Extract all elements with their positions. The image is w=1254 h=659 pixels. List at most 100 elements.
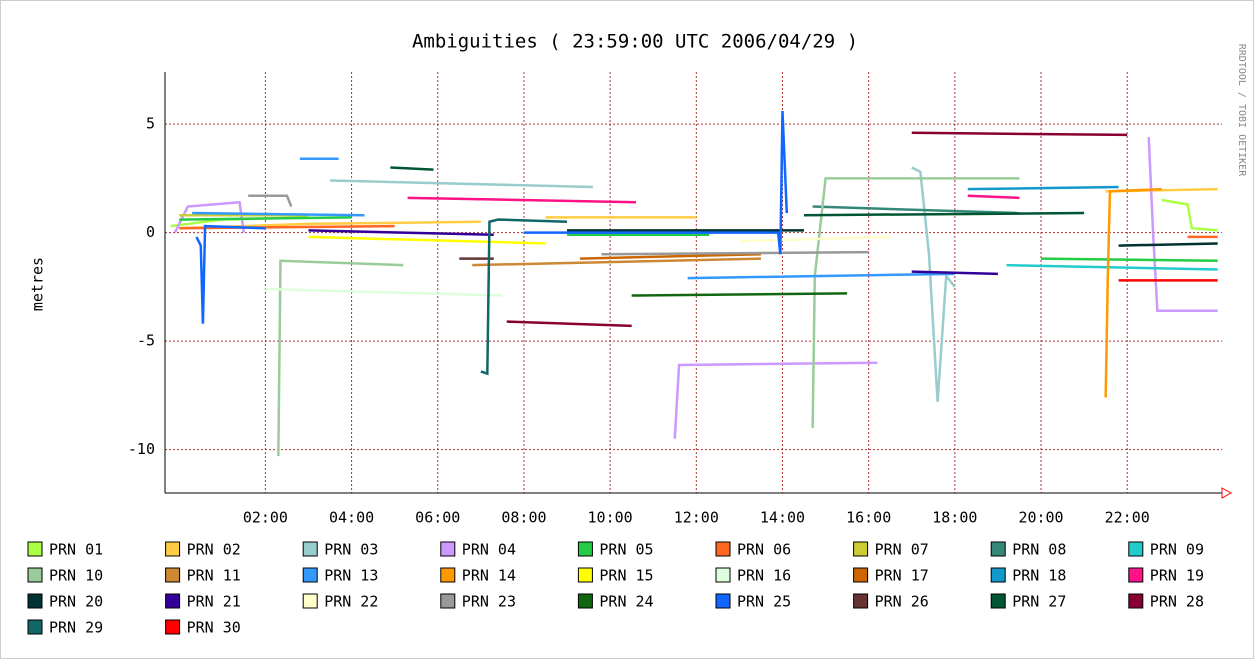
legend-label: PRN 17	[875, 567, 929, 585]
legend-swatch	[440, 567, 456, 583]
series-line	[330, 179, 593, 189]
plot	[170, 111, 1218, 457]
series-line	[739, 235, 891, 243]
legend-swatch	[853, 541, 869, 557]
legend-label: PRN 30	[187, 619, 241, 637]
series-line	[601, 250, 869, 256]
legend-label: PRN 19	[1150, 567, 1204, 585]
legend-label: PRN 07	[875, 541, 929, 559]
legend-label: PRN 27	[1012, 593, 1066, 611]
chart-title: Ambiguities ( 23:59:00 UTC 2006/04/29 )	[412, 31, 858, 53]
axes: 02:00 04:00 06:00 08:00 10:00 12:00 14:00 16:00…	[128, 72, 1233, 527]
legend-label: PRN 10	[49, 567, 103, 585]
x-axis-arrow	[1221, 487, 1233, 499]
legend-label: PRN 13	[324, 567, 378, 585]
series-line	[277, 259, 404, 457]
series-line	[911, 270, 998, 276]
series-line	[911, 131, 1128, 137]
legend-swatch	[853, 567, 869, 583]
legend-label: PRN 29	[49, 619, 103, 637]
y-axis-label: metres	[29, 257, 47, 311]
legend-swatch	[577, 541, 593, 557]
legend-swatch	[27, 567, 43, 583]
legend-swatch	[990, 593, 1006, 609]
series-line	[265, 287, 503, 297]
series-line	[812, 205, 1020, 215]
legend-swatch	[165, 593, 181, 609]
legend-swatch	[27, 593, 43, 609]
legend-label: PRN 18	[1012, 567, 1066, 585]
x-tick-label: 02:00	[243, 509, 288, 527]
series-line	[967, 194, 1020, 200]
series-line	[523, 111, 789, 255]
series-line	[804, 211, 1085, 217]
legend-label: PRN 08	[1012, 541, 1066, 559]
legend-label: PRN 16	[737, 567, 791, 585]
legend-swatch	[302, 541, 318, 557]
x-tick-label: 16:00	[846, 509, 891, 527]
series-line	[308, 235, 546, 245]
legend-swatch	[577, 567, 593, 583]
x-tick-label: 14:00	[760, 509, 805, 527]
series-line	[506, 320, 632, 328]
y-tick-label: -5	[137, 332, 155, 350]
series-line	[579, 253, 761, 260]
series-line	[195, 224, 266, 324]
series-line	[308, 229, 494, 237]
legend-swatch	[853, 593, 869, 609]
legend-label: PRN 02	[187, 541, 241, 559]
series-line	[673, 361, 878, 439]
x-tick-label: 22:00	[1105, 509, 1150, 527]
legend-swatch	[27, 541, 43, 557]
legend-label: PRN 09	[1150, 541, 1204, 559]
legend-swatch	[440, 593, 456, 609]
x-tick-label: 08:00	[501, 509, 546, 527]
legend-swatch	[1128, 541, 1144, 557]
series-line	[390, 166, 434, 171]
legend-label: PRN 04	[462, 541, 516, 559]
legend: PRN 01 PRN 02 PRN 03 PRN 04 PRN 05 PRN 06 PRN …	[27, 541, 1204, 637]
legend-swatch	[715, 541, 731, 557]
series-line	[1006, 263, 1218, 271]
legend-swatch	[302, 567, 318, 583]
legend-label: PRN 05	[599, 541, 653, 559]
x-tick-label: 18:00	[932, 509, 977, 527]
legend-label: PRN 15	[599, 567, 653, 585]
legend-swatch	[165, 541, 181, 557]
legend-label: PRN 11	[187, 567, 241, 585]
legend-swatch	[440, 541, 456, 557]
series-line	[811, 177, 1020, 428]
x-tick-label: 20:00	[1018, 509, 1063, 527]
x-tick-label: 06:00	[415, 509, 460, 527]
legend-label: PRN 22	[324, 593, 378, 611]
legend-label: PRN 03	[324, 541, 378, 559]
x-tick-label: 12:00	[674, 509, 719, 527]
series-line	[407, 196, 636, 204]
series-line	[687, 272, 955, 280]
series-line	[1147, 137, 1218, 312]
legend-swatch	[165, 619, 181, 635]
series-line	[192, 211, 365, 217]
legend-label: PRN 21	[187, 593, 241, 611]
y-tick-label: -10	[128, 440, 155, 458]
series-line	[911, 166, 956, 402]
legend-swatch	[715, 593, 731, 609]
series-line	[248, 194, 293, 208]
legend-swatch	[715, 567, 731, 583]
legend-swatch	[990, 541, 1006, 557]
legend-swatch	[165, 567, 181, 583]
series-line	[472, 257, 761, 267]
legend-swatch	[1128, 593, 1144, 609]
legend-label: PRN 25	[737, 593, 791, 611]
legend-swatch	[1128, 567, 1144, 583]
legend-swatch	[990, 567, 1006, 583]
legend-label: PRN 14	[462, 567, 516, 585]
series-line	[480, 218, 568, 376]
legend-label: PRN 24	[599, 593, 653, 611]
side-label: RRDTOOL / TOBI OETIKER	[1236, 44, 1247, 177]
series-line	[179, 224, 395, 230]
legend-label: PRN 23	[462, 593, 516, 611]
series-line	[1041, 257, 1218, 263]
y-tick-label: 0	[146, 223, 155, 241]
